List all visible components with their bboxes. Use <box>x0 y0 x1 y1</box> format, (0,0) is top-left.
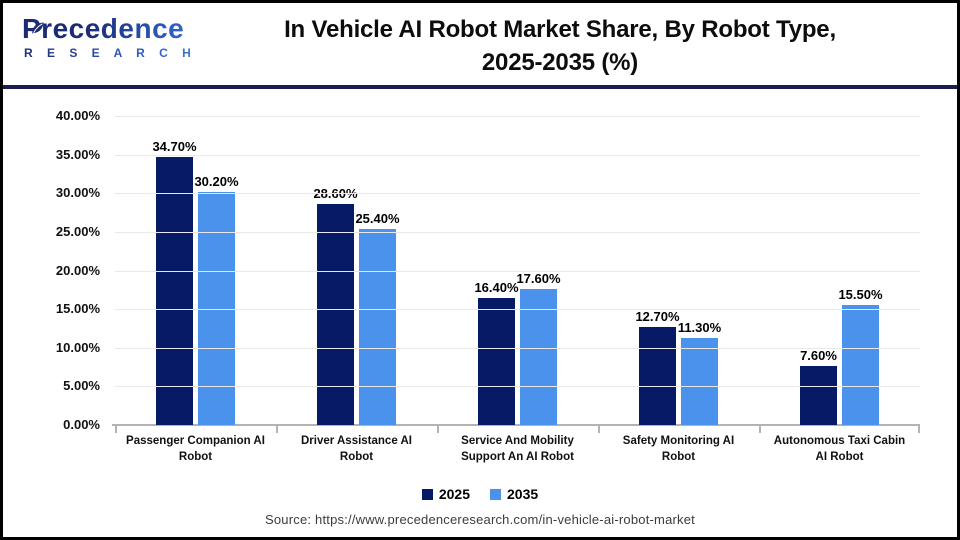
legend-item-2035: 2035 <box>490 486 538 502</box>
bar-value-label: 16.40% <box>474 280 519 296</box>
bar-fill-2035 <box>842 305 879 425</box>
legend-label-2035: 2035 <box>507 486 539 502</box>
chart-title-line1: In Vehicle AI Robot Market Share, By Rob… <box>284 16 836 43</box>
bar-fill-2035 <box>520 289 557 425</box>
x-tick-mark <box>918 425 920 433</box>
bar-2025: 12.70% <box>635 309 680 425</box>
chart-title-line2: 2025-2035 (%) <box>481 49 639 76</box>
y-tick-label: 15.00% <box>55 301 100 317</box>
legend-label-2025: 2025 <box>438 486 470 502</box>
bar-group: 28.60% 25.40% <box>276 116 437 425</box>
bar-2025: 16.40% <box>474 280 519 425</box>
bar-group: 16.40% 17.60% <box>437 116 598 425</box>
y-tick-label: 35.00% <box>55 146 100 162</box>
y-tick-label: 20.00% <box>55 262 100 278</box>
bar-value-label: 25.40% <box>355 210 400 226</box>
x-tick-mark <box>115 425 117 433</box>
bar-fill-2025 <box>156 156 193 425</box>
bar-2025: 28.60% <box>313 186 358 425</box>
y-tick-label: 0.00% <box>63 417 100 432</box>
x-tick-mark <box>276 425 278 433</box>
y-tick-label: 40.00% <box>55 108 100 123</box>
bar-fill-2025 <box>317 204 354 425</box>
bar-value-label: 30.20% <box>194 173 239 189</box>
chart-title: In Vehicle AI Robot Market Share, By Rob… <box>183 13 937 79</box>
precedence-research-logo: Precedence R E S E A R C H <box>18 15 248 60</box>
bar-value-label: 7.60% <box>800 348 837 364</box>
bar-group: 34.70% 30.20% <box>115 116 276 425</box>
source-caption: Source: https://www.precedenceresearch.c… <box>265 512 695 527</box>
bar-fill-2025 <box>478 298 515 425</box>
bar-fill-2025 <box>800 366 837 425</box>
gridline <box>115 386 920 388</box>
y-tick-label: 25.00% <box>55 223 100 239</box>
gridline <box>115 347 920 349</box>
gridline <box>115 309 920 311</box>
bar-fill-2035 <box>198 191 235 425</box>
leaf-icon <box>32 22 44 34</box>
category-label: Autonomous Taxi Cabin AI Robot <box>773 435 906 464</box>
bar-fill-2025 <box>639 326 676 425</box>
gridline <box>115 231 920 233</box>
bar-value-label: 15.50% <box>838 287 883 303</box>
gridline <box>115 116 920 117</box>
category-label: Service And Mobility Support An AI Robot <box>461 435 574 464</box>
bar-group: 7.60% 15.50% <box>759 116 920 425</box>
bar-2025: 7.60% <box>800 348 837 425</box>
y-tick-label: 30.00% <box>55 185 100 201</box>
plot-area: 34.70% 30.20% 28.60% 25.40% 16.40% 17.60% 12.7… <box>112 116 920 433</box>
bar-2025: 34.70% <box>152 139 197 425</box>
gridline <box>115 154 920 156</box>
chart-legend: 2025 2035 <box>3 486 957 502</box>
x-tick-mark <box>437 425 439 433</box>
logo-subtitle: R E S E A R C H <box>18 47 248 59</box>
bar-value-label: 12.70% <box>635 308 680 324</box>
gridline <box>115 270 920 272</box>
bar-2035: 17.60% <box>516 271 561 425</box>
bar-2035: 30.20% <box>194 174 239 425</box>
bar-value-label: 34.70% <box>152 138 197 154</box>
y-tick-label: 10.00% <box>55 339 100 355</box>
header-divider <box>3 85 957 89</box>
gridline <box>115 193 920 195</box>
bar-2035: 15.50% <box>838 287 883 425</box>
category-axis-labels: Passenger Companion AI Robot Driver Assis… <box>115 433 920 465</box>
bar-groups: 34.70% 30.20% 28.60% 25.40% 16.40% 17.60% 12.7… <box>115 116 920 425</box>
legend-item-2025: 2025 <box>421 486 470 502</box>
legend-swatch-2035 <box>490 488 501 500</box>
bar-2035: 25.40% <box>355 211 400 425</box>
y-tick-label: 5.00% <box>63 378 100 394</box>
bar-fill-2035 <box>681 337 718 425</box>
bar-group: 12.70% 11.30% <box>598 116 759 425</box>
category-label: Driver Assistance AI Robot <box>300 435 412 464</box>
category-label: Safety Monitoring AI Robot <box>622 435 735 464</box>
legend-swatch-2025 <box>421 488 433 500</box>
bar-value-label: 17.60% <box>516 271 561 287</box>
bar-fill-2035 <box>359 228 396 425</box>
logo-wordmark: Precedence <box>18 15 248 43</box>
bar-2035: 11.30% <box>678 320 721 425</box>
bar-value-label: 11.30% <box>677 319 722 335</box>
x-tick-mark <box>759 425 761 433</box>
x-tick-mark <box>598 425 600 433</box>
category-label: Passenger Companion AI Robot <box>126 435 265 464</box>
x-axis-line <box>112 424 920 426</box>
